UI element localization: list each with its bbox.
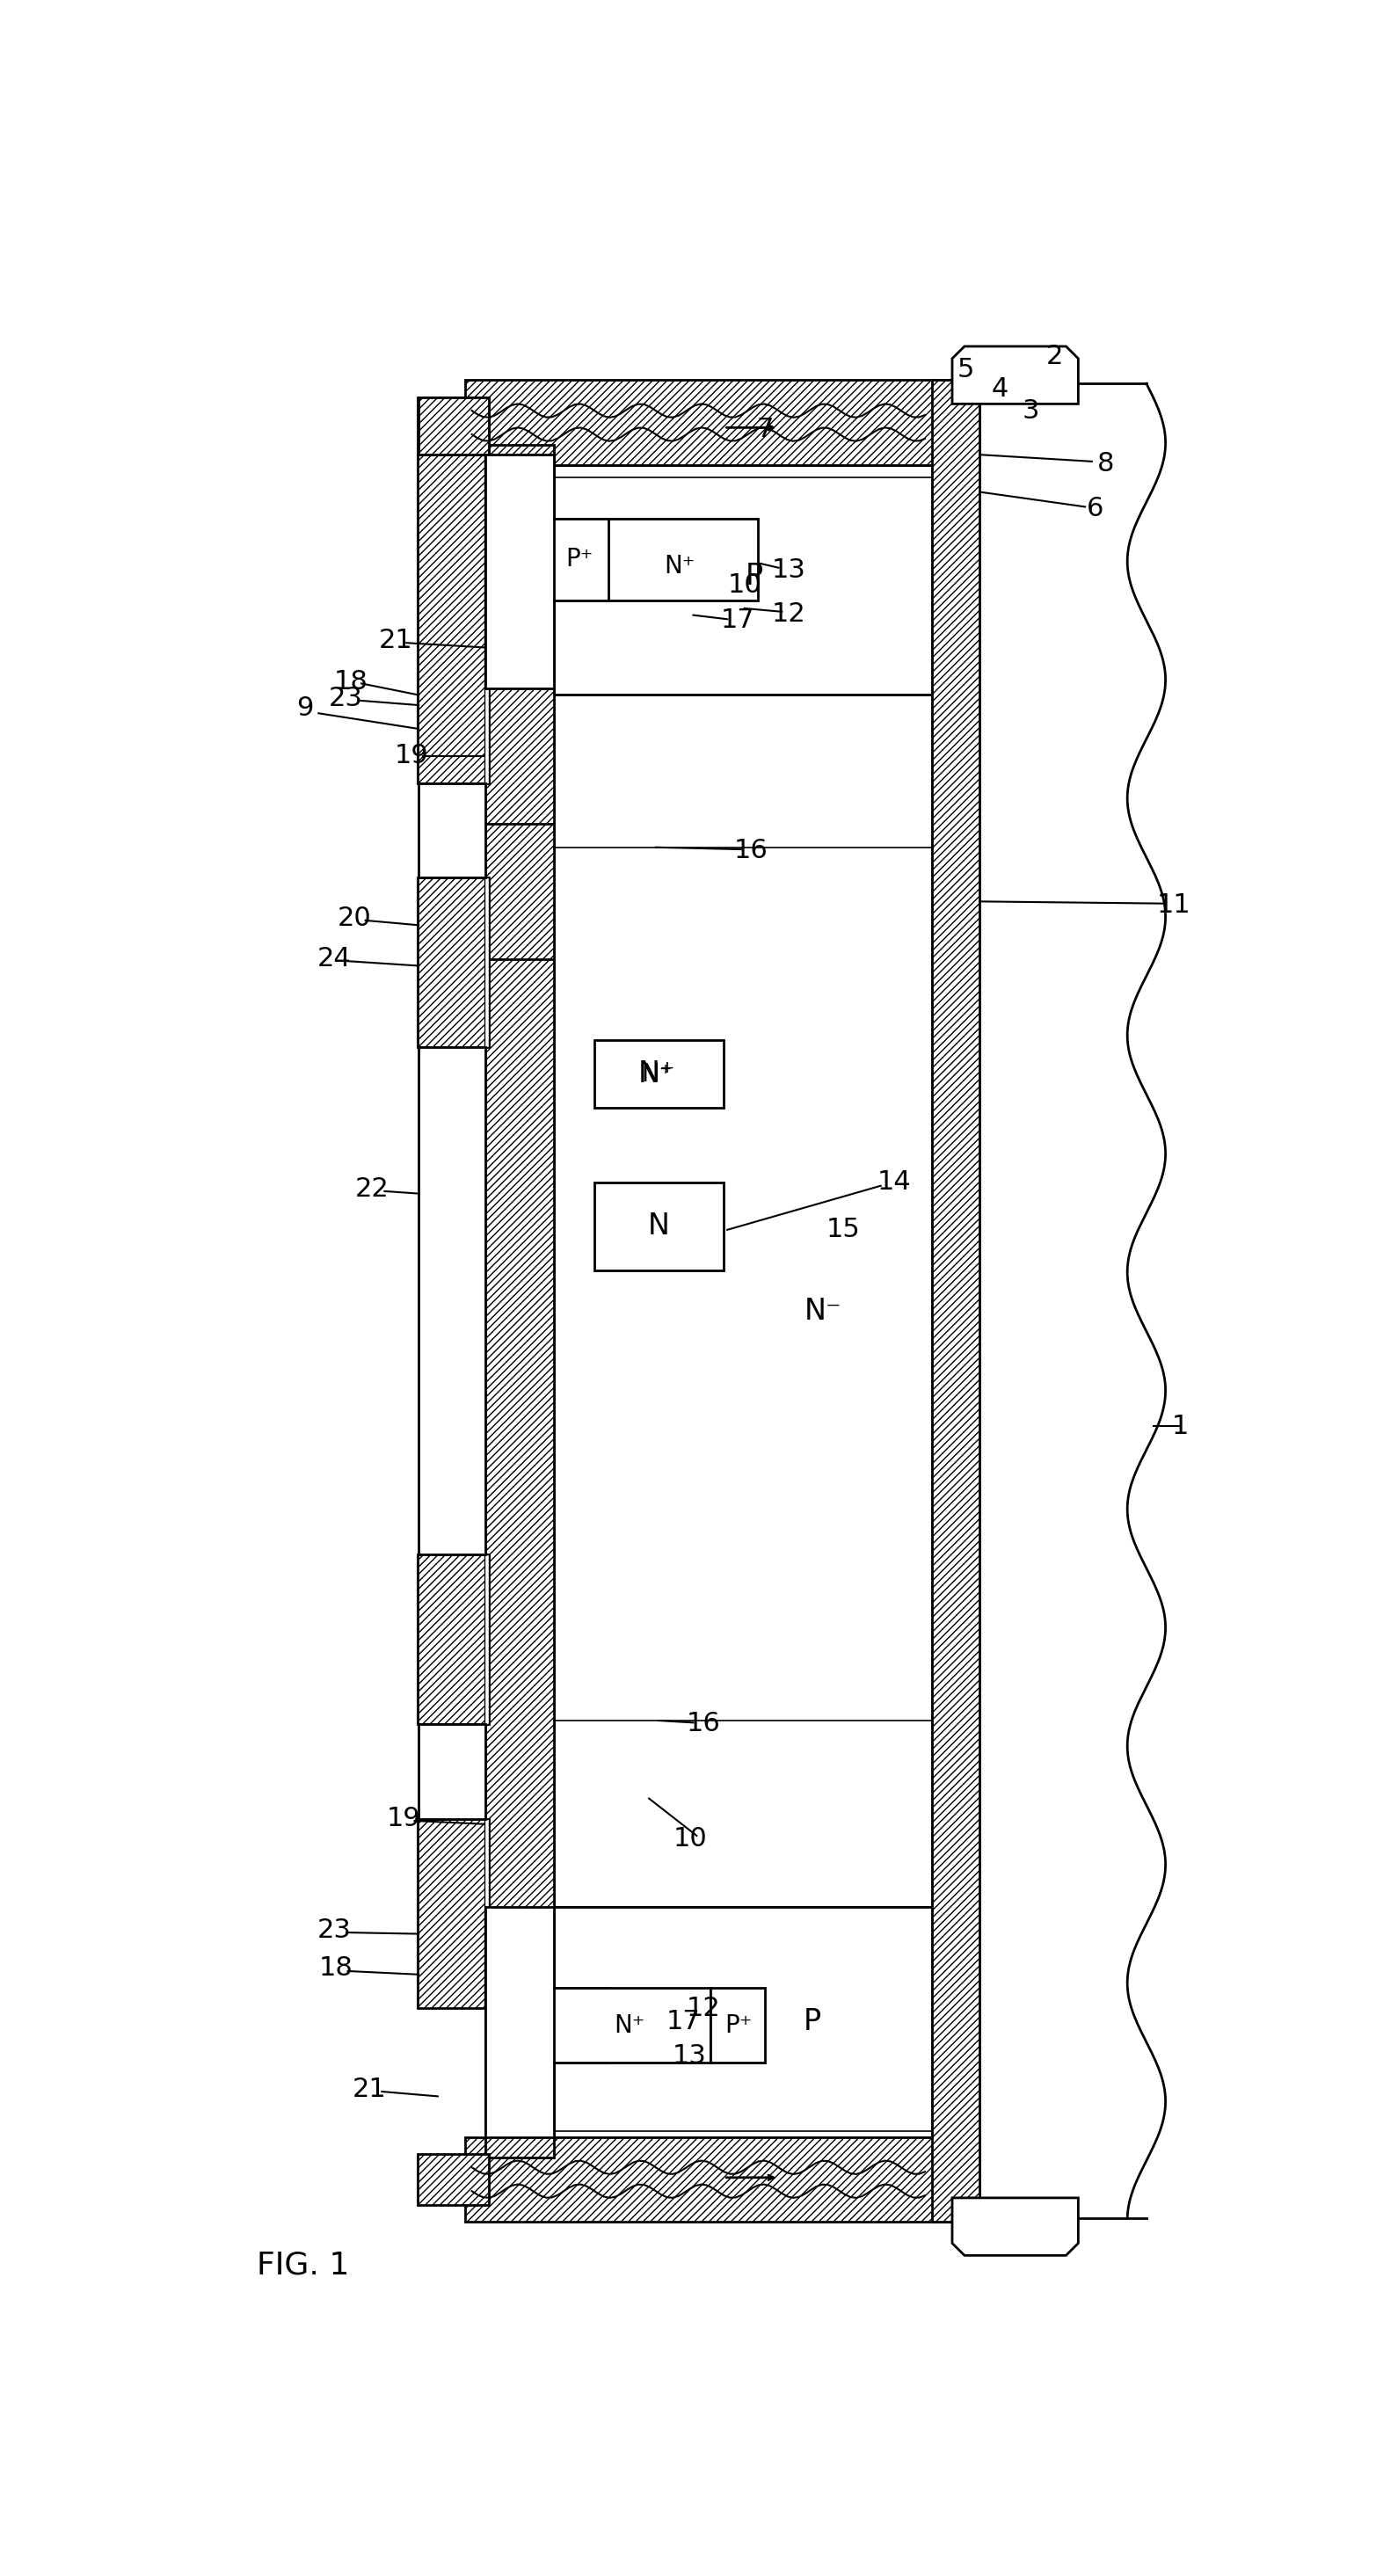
Text: N⁺: N⁺: [614, 2012, 645, 2038]
Bar: [486, 446, 553, 2156]
Bar: [601, 518, 758, 600]
Bar: [484, 878, 488, 1046]
Text: FIG. 1: FIG. 1: [257, 2251, 350, 2280]
Text: 15: 15: [826, 1216, 860, 1242]
Polygon shape: [952, 2197, 1079, 2257]
Text: P: P: [746, 562, 764, 590]
Text: 11: 11: [1157, 891, 1190, 917]
Text: 22: 22: [355, 1177, 389, 1203]
Bar: [484, 1819, 488, 2009]
Bar: [418, 397, 488, 456]
Text: 2: 2: [1046, 343, 1062, 368]
Polygon shape: [418, 783, 486, 878]
Text: P⁺: P⁺: [566, 546, 593, 572]
Bar: [417, 397, 488, 456]
Bar: [484, 456, 488, 783]
Text: 13: 13: [673, 2043, 707, 2069]
Text: P⁺: P⁺: [725, 2012, 753, 2038]
Bar: [594, 1182, 724, 1270]
Text: 9: 9: [296, 696, 314, 721]
Polygon shape: [486, 456, 608, 688]
Text: 18: 18: [333, 670, 367, 693]
Text: 12: 12: [772, 600, 806, 626]
Polygon shape: [418, 1723, 486, 1819]
Text: 4: 4: [991, 376, 1009, 402]
Text: 7: 7: [757, 417, 773, 443]
Text: 21: 21: [378, 629, 413, 654]
Bar: [417, 878, 488, 1046]
Bar: [553, 518, 608, 600]
Text: 10: 10: [673, 1826, 707, 1852]
Text: N: N: [648, 1211, 670, 1242]
Text: 14: 14: [878, 1170, 911, 1195]
Text: N⁻: N⁻: [804, 1296, 842, 1327]
Text: N⁺: N⁺: [638, 1059, 676, 1090]
Polygon shape: [952, 345, 1079, 404]
Polygon shape: [418, 1046, 486, 1556]
Bar: [417, 2154, 488, 2205]
Text: 6: 6: [1087, 497, 1104, 520]
Text: 13: 13: [772, 556, 806, 582]
Bar: [710, 1989, 765, 2063]
Text: 18: 18: [318, 1955, 352, 1981]
Text: 23: 23: [316, 1917, 351, 1942]
Text: 10: 10: [728, 572, 761, 598]
Text: 23: 23: [329, 685, 363, 711]
Text: 19: 19: [395, 742, 429, 768]
Bar: [553, 1906, 932, 2138]
Text: P: P: [804, 2007, 821, 2038]
Text: 16: 16: [687, 1710, 721, 1736]
Text: 1: 1: [1172, 1414, 1189, 1440]
Bar: [594, 1041, 724, 1108]
Bar: [553, 696, 932, 1906]
Bar: [553, 1989, 710, 2063]
Text: 20: 20: [337, 907, 372, 930]
Text: 19: 19: [387, 1806, 421, 1832]
Text: 21: 21: [352, 2076, 387, 2102]
Bar: [465, 381, 980, 464]
Bar: [553, 464, 932, 696]
Bar: [417, 1556, 488, 1723]
Text: 16: 16: [735, 837, 768, 863]
Text: 8: 8: [1097, 451, 1115, 477]
Bar: [417, 1819, 488, 2009]
Bar: [465, 2138, 980, 2221]
Bar: [932, 381, 980, 2221]
Text: 3: 3: [1022, 397, 1039, 422]
Text: 17: 17: [721, 608, 754, 634]
Text: 5: 5: [958, 358, 974, 384]
Text: 24: 24: [316, 945, 351, 971]
Text: 17: 17: [666, 2009, 700, 2035]
Polygon shape: [486, 1906, 608, 2138]
Text: N⁺: N⁺: [641, 1061, 673, 1087]
Text: 12: 12: [687, 1996, 721, 2022]
Bar: [484, 1556, 488, 1723]
Bar: [417, 456, 488, 783]
Text: N⁺: N⁺: [665, 554, 695, 580]
